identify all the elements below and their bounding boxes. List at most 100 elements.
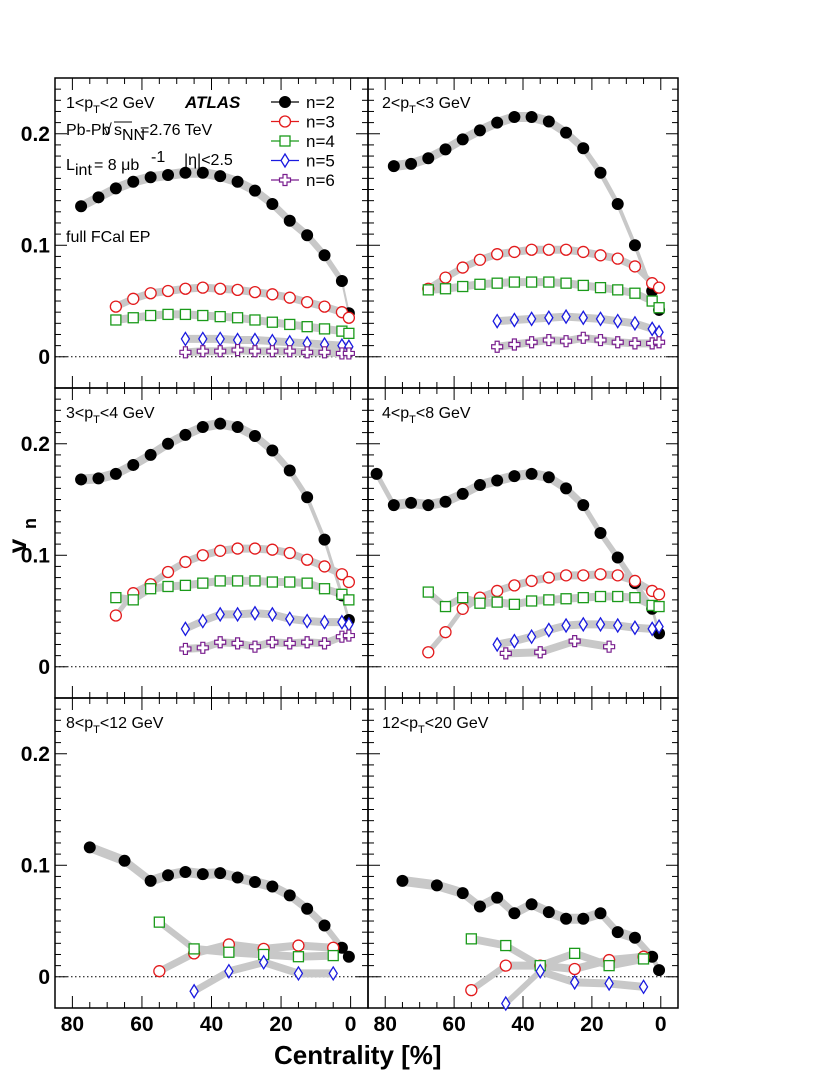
data-point-n4 — [603, 959, 615, 972]
data-point-n3 — [628, 260, 642, 273]
data-point-n3 — [335, 568, 349, 581]
data-point-n4 — [474, 278, 486, 290]
data-point-n3 — [456, 261, 469, 274]
data-point-n2 — [144, 171, 157, 184]
series-n4 — [110, 575, 355, 606]
data-point-n6 — [577, 331, 590, 344]
data-point-n5 — [595, 616, 606, 633]
data-point-n6 — [342, 629, 355, 642]
data-point-n4 — [266, 316, 279, 328]
data-point-n6 — [542, 333, 555, 347]
legend-marker-n5 — [280, 152, 290, 169]
data-point-n2 — [594, 166, 607, 179]
data-point-n2 — [266, 880, 279, 893]
data-point-n4 — [525, 595, 538, 607]
data-point-n5 — [189, 983, 199, 1000]
y-tick-label: 0.2 — [21, 743, 50, 766]
data-point-n3 — [508, 579, 521, 592]
data-point-n4 — [637, 953, 650, 965]
data-point-n4 — [653, 302, 665, 314]
data-point-n5 — [293, 965, 304, 982]
series-n5 — [501, 963, 649, 1012]
data-point-n4 — [127, 594, 139, 606]
data-point-n4 — [327, 949, 339, 962]
data-point-n5 — [578, 616, 589, 633]
data-point-n3 — [439, 626, 452, 639]
data-point-n4 — [343, 327, 355, 340]
y-axis-title: v n — [2, 518, 40, 553]
y-tick-label: 0.2 — [21, 433, 50, 456]
data-point-n4 — [284, 318, 296, 331]
data-point-n2 — [508, 907, 521, 920]
y-tick-label: 0.1 — [21, 854, 51, 877]
data-point-n4 — [249, 575, 261, 587]
data-point-n3 — [342, 575, 356, 589]
data-point-n3 — [342, 311, 356, 324]
data-point-n5 — [180, 621, 191, 637]
data-point-n5 — [509, 633, 520, 649]
legend: n=2n=3n=4n=5n=6 — [271, 93, 335, 190]
data-point-n2 — [162, 169, 175, 182]
band-n6 — [505, 637, 610, 658]
data-point-n4 — [577, 279, 589, 292]
data-point-n2 — [109, 182, 122, 195]
panel-label: 2<pT<3 GeV — [382, 95, 471, 116]
data-point-n4 — [422, 284, 434, 296]
legend-marker-n6 — [278, 173, 292, 187]
data-point-n5 — [630, 620, 640, 636]
data-point-n3 — [542, 571, 555, 584]
series-n6 — [179, 629, 355, 656]
data-point-n6 — [559, 335, 573, 348]
data-point-n4 — [525, 276, 538, 288]
data-point-n2 — [577, 142, 590, 155]
x-tick-label: 60 — [442, 1013, 465, 1036]
data-point-n3 — [144, 287, 157, 300]
data-point-n6 — [179, 346, 192, 359]
data-point-n2 — [405, 496, 418, 509]
data-point-n3 — [196, 281, 209, 294]
legend-entry-n2: n=2 — [271, 93, 335, 112]
data-point-n4 — [214, 310, 226, 323]
data-point-n3 — [214, 282, 227, 295]
data-point-n2 — [179, 428, 192, 441]
data-point-n3 — [214, 544, 227, 557]
data-point-n2 — [611, 926, 624, 939]
series-n6 — [179, 343, 355, 360]
data-point-n5 — [561, 308, 571, 325]
data-point-n4 — [292, 951, 305, 963]
data-point-n2 — [473, 900, 486, 913]
data-point-n2 — [577, 912, 590, 925]
data-point-n5 — [198, 331, 208, 347]
data-point-n4 — [594, 590, 607, 603]
method-text: full FCal EP — [66, 229, 150, 246]
data-point-n2 — [456, 487, 469, 500]
system-text: Pb-Pb — [66, 122, 111, 139]
data-point-n2 — [318, 919, 331, 932]
data-point-n2 — [196, 868, 209, 881]
sqrt-symbol: √ — [103, 122, 112, 139]
data-point-n3 — [153, 965, 166, 978]
series-n4 — [422, 276, 665, 314]
energy-text: =2.76 TeV — [140, 122, 213, 139]
data-point-n3 — [465, 984, 478, 997]
data-point-n4 — [301, 577, 313, 589]
data-point-n5 — [509, 312, 520, 328]
data-point-n4 — [491, 277, 503, 289]
data-point-n2 — [491, 116, 504, 129]
lumi-L: L — [66, 157, 75, 174]
system-energy-label: Pb-Pb √ s NN =2.76 TeV — [66, 121, 213, 144]
data-point-n2 — [283, 214, 296, 227]
data-point-n5 — [284, 611, 295, 627]
data-point-n2 — [109, 467, 122, 480]
data-point-n3 — [439, 271, 452, 284]
x-tick-label: 0 — [345, 1013, 357, 1036]
data-point-n6 — [594, 333, 607, 347]
data-point-n3 — [161, 284, 175, 298]
data-point-n4 — [594, 281, 607, 294]
series-n5 — [492, 308, 664, 340]
data-point-n2 — [83, 841, 96, 854]
data-point-n3 — [473, 253, 487, 266]
data-point-n2 — [396, 874, 409, 887]
data-point-n5 — [267, 606, 278, 623]
data-point-n6 — [231, 343, 244, 357]
